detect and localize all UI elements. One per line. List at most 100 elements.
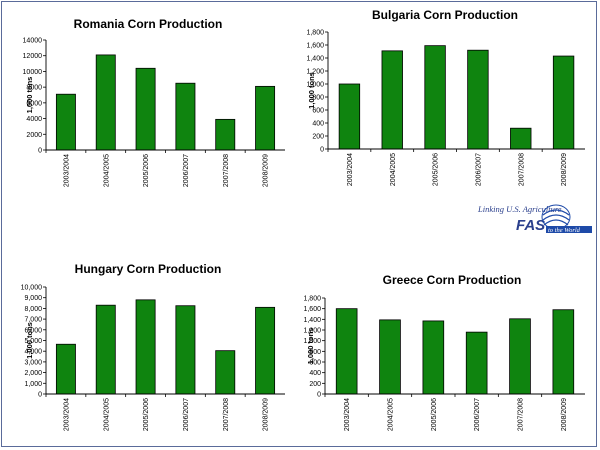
bar-2006-2007 — [467, 49, 489, 150]
y-tick-label: 1,000 — [306, 82, 324, 89]
logo-brand: FAS — [516, 217, 545, 234]
x-category-label: 2006/2007 — [183, 154, 190, 187]
y-tick-label: 12000 — [23, 53, 43, 60]
bar-2003-2004 — [55, 93, 76, 151]
bar-2005-2006 — [424, 45, 446, 150]
x-category-label: 2007/2008 — [223, 154, 230, 187]
bar-2004-2005 — [95, 54, 116, 151]
fas-logo: Linking U.S. Agriculture FAS to the Worl… — [476, 197, 596, 239]
y-tick-label: 4,000 — [24, 349, 42, 356]
chart-title: Romania Corn Production — [74, 17, 223, 31]
y-tick-label: 0 — [38, 392, 42, 399]
x-category-label: 2003/2004 — [63, 154, 70, 187]
chart-greece-svg: Greece Corn Production 1,000 tons 0 200 40… — [303, 273, 585, 431]
y-tick-label: 1,600 — [306, 43, 324, 50]
bar-2006-2007 — [175, 82, 196, 151]
chart-greece: Greece Corn Production 1,000 tons 0 200 40… — [300, 260, 600, 450]
bar-2006-2007 — [465, 331, 488, 395]
bar-2008-2009 — [552, 55, 575, 150]
y-axis-label: 1,000 tons — [307, 72, 316, 109]
chart-title: Greece Corn Production — [383, 273, 522, 287]
x-category-label: 2007/2008 — [518, 153, 525, 186]
y-tick-label: 0 — [38, 148, 42, 155]
bar-2008-2009 — [552, 309, 575, 395]
bar-2007-2008 — [509, 318, 531, 395]
y-tick-label: 800 — [309, 349, 321, 356]
chart-bulgaria-svg: Bulgaria Corn Production 1,000 tons 0 200… — [306, 8, 585, 186]
y-tick-label: 400 — [309, 370, 321, 377]
bar-2007-2008 — [215, 350, 236, 395]
y-axis-label: 1,000 tons — [306, 328, 315, 365]
y-tick-label: 200 — [309, 381, 321, 388]
bar-2007-2008 — [510, 127, 532, 150]
x-category-label: 2004/2005 — [103, 154, 110, 187]
bar-2005-2006 — [135, 67, 156, 151]
y-tick-label: 0 — [317, 392, 321, 399]
chart-romania: Romania Corn Production 1,000 tons 0 2000… — [0, 0, 300, 210]
y-tick-label: 8,000 — [24, 306, 42, 313]
y-tick-label: 5,000 — [24, 338, 42, 345]
bar-2004-2005 — [95, 304, 116, 395]
y-tick-label: 200 — [312, 134, 324, 141]
y-tick-label: 400 — [312, 121, 324, 128]
x-category-label: 2005/2006 — [433, 153, 440, 186]
bar-2008-2009 — [255, 85, 276, 151]
chart-hungary-svg: Hungary Corn Production 1,000 tons 0 1,00… — [21, 262, 285, 431]
y-tick-label: 10000 — [23, 69, 43, 76]
bar-2007-2008 — [215, 118, 236, 151]
logo-globe-icon — [541, 204, 571, 230]
y-tick-label: 6,000 — [24, 327, 42, 334]
y-tick-label: 2000 — [26, 132, 42, 139]
y-tick-label: 1,400 — [303, 317, 321, 324]
chart-romania-svg: Romania Corn Production 1,000 tons 0 2000… — [23, 17, 285, 187]
y-tick-label: 600 — [312, 108, 324, 115]
y-tick-label: 1,000 — [24, 381, 42, 388]
logo-tagline-bottom: to the World — [548, 227, 581, 234]
y-tick-label: 1,400 — [306, 56, 324, 63]
x-category-label: 2004/2005 — [388, 398, 395, 431]
y-tick-label: 1,800 — [306, 30, 324, 37]
y-tick-label: 9,000 — [24, 295, 42, 302]
x-category-label: 2008/2009 — [263, 398, 270, 431]
y-tick-label: 1,000 — [303, 338, 321, 345]
x-category-label: 2008/2009 — [561, 398, 568, 431]
x-category-label: 2006/2007 — [183, 398, 190, 431]
y-tick-label: 1,800 — [303, 296, 321, 303]
x-category-label: 2008/2009 — [561, 153, 568, 186]
y-tick-label: 800 — [312, 95, 324, 102]
y-tick-label: 1,200 — [303, 328, 321, 335]
bar-2005-2006 — [422, 320, 445, 395]
bar-2006-2007 — [175, 305, 196, 395]
x-category-label: 2004/2005 — [390, 153, 397, 186]
chart-bulgaria: Bulgaria Corn Production 1,000 tons 0 200… — [300, 0, 600, 210]
y-tick-label: 3,000 — [24, 359, 42, 366]
bar-2005-2006 — [135, 299, 156, 395]
bar-2003-2004 — [335, 308, 358, 395]
bar-2004-2005 — [379, 319, 401, 395]
x-category-label: 2007/2008 — [223, 398, 230, 431]
x-category-label: 2007/2008 — [518, 398, 525, 431]
x-category-label: 2003/2004 — [63, 398, 70, 431]
x-category-label: 2004/2005 — [103, 398, 110, 431]
y-tick-label: 2,000 — [24, 370, 42, 377]
logo-bar — [546, 226, 592, 233]
bar-2003-2004 — [55, 343, 76, 395]
y-axis-label: 1,000 tons — [25, 77, 34, 114]
x-category-label: 2008/2009 — [263, 154, 270, 187]
fas-logo-svg: Linking U.S. Agriculture FAS to the Worl… — [477, 204, 592, 234]
y-axis-label: 1,000 tons — [25, 322, 34, 359]
x-category-label: 2003/2004 — [344, 398, 351, 431]
x-category-label: 2005/2006 — [143, 154, 150, 187]
y-tick-label: 6000 — [26, 100, 42, 107]
chart-hungary: Hungary Corn Production 1,000 tons 0 1,00… — [0, 255, 300, 450]
chart-title: Bulgaria Corn Production — [372, 8, 518, 22]
x-category-label: 2005/2006 — [143, 398, 150, 431]
chart-title: Hungary Corn Production — [75, 262, 222, 276]
y-tick-label: 0 — [320, 147, 324, 154]
y-tick-label: 600 — [309, 360, 321, 367]
y-tick-label: 8000 — [26, 85, 42, 92]
x-category-label: 2005/2006 — [431, 398, 438, 431]
bar-2004-2005 — [381, 50, 403, 150]
x-category-label: 2003/2004 — [347, 153, 354, 186]
